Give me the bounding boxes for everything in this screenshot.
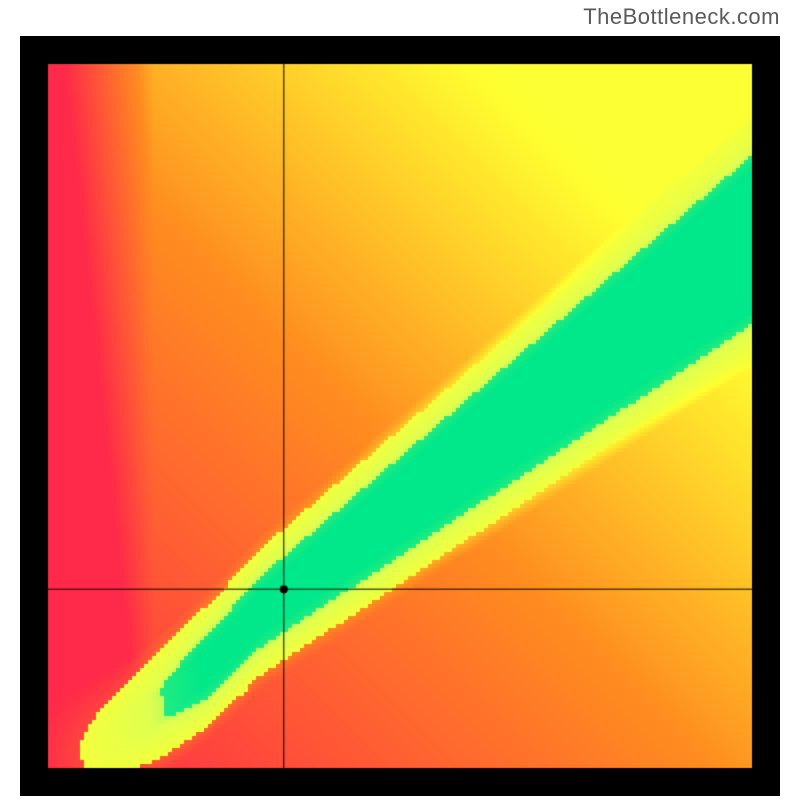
bottleneck-heatmap [20,36,780,796]
heatmap-canvas [20,36,780,796]
watermark-text: TheBottleneck.com [583,4,780,30]
